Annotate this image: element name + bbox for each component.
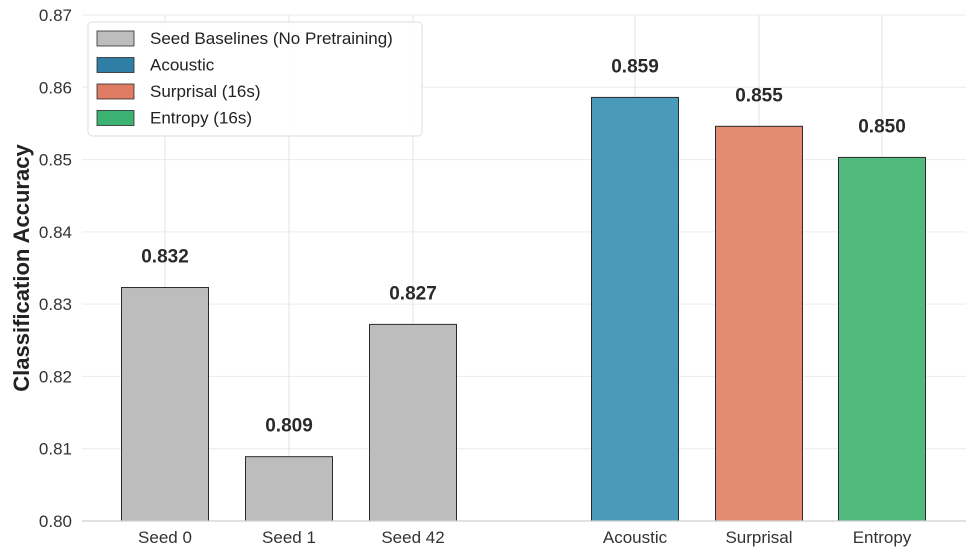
y-axis-ticks: 0.80 0.81 0.82 0.83 0.84 0.85 0.86 0.87: [39, 6, 72, 531]
bars: [121, 96, 926, 522]
y-tick-label: 0.83: [39, 295, 72, 314]
data-label: 0.855: [735, 85, 783, 106]
y-tick-label: 0.80: [39, 512, 72, 531]
y-axis-label: Classification Accuracy: [9, 144, 34, 392]
x-axis-ticks: Seed 0 Seed 1 Seed 42 Acoustic Surprisal Entr…: [138, 528, 912, 547]
y-tick-label: 0.85: [39, 151, 72, 170]
bar: [838, 156, 926, 522]
legend-label: Seed Baselines (No Pretraining): [150, 29, 393, 48]
y-tick-label: 0.82: [39, 367, 72, 386]
x-tick-label: Seed 0: [138, 528, 192, 547]
data-labels: 0.832 0.809 0.827 0.859 0.855 0.850: [141, 56, 906, 436]
x-tick-label: Entropy: [853, 528, 912, 547]
bar: [715, 125, 803, 522]
x-tick-label: Seed 42: [381, 528, 444, 547]
bar: [245, 456, 333, 522]
legend-label: Surprisal (16s): [150, 82, 261, 101]
legend-label: Entropy (16s): [150, 109, 252, 128]
bar: [369, 323, 457, 522]
y-tick-label: 0.86: [39, 78, 72, 97]
data-label: 0.827: [389, 283, 437, 304]
legend-label: Acoustic: [150, 56, 215, 75]
y-tick-label: 0.81: [39, 440, 72, 459]
bar: [121, 287, 209, 522]
legend-swatch: [96, 57, 135, 73]
bar: [591, 96, 679, 522]
legend-swatch: [96, 110, 135, 126]
legend-frame: [87, 21, 423, 137]
y-tick-label: 0.87: [39, 6, 72, 25]
x-tick-label: Seed 1: [262, 528, 316, 547]
y-tick-label: 0.84: [39, 223, 72, 242]
legend-swatch: [96, 83, 135, 100]
data-label: 0.859: [611, 56, 659, 77]
data-label: 0.850: [858, 116, 906, 137]
legend-swatch: [96, 30, 135, 47]
x-tick-label: Acoustic: [603, 528, 668, 547]
data-label: 0.809: [265, 416, 313, 437]
data-label: 0.832: [141, 247, 189, 268]
legend: Seed Baselines (No Pretraining) Acoustic S…: [87, 21, 423, 137]
x-tick-label: Surprisal: [725, 528, 792, 547]
